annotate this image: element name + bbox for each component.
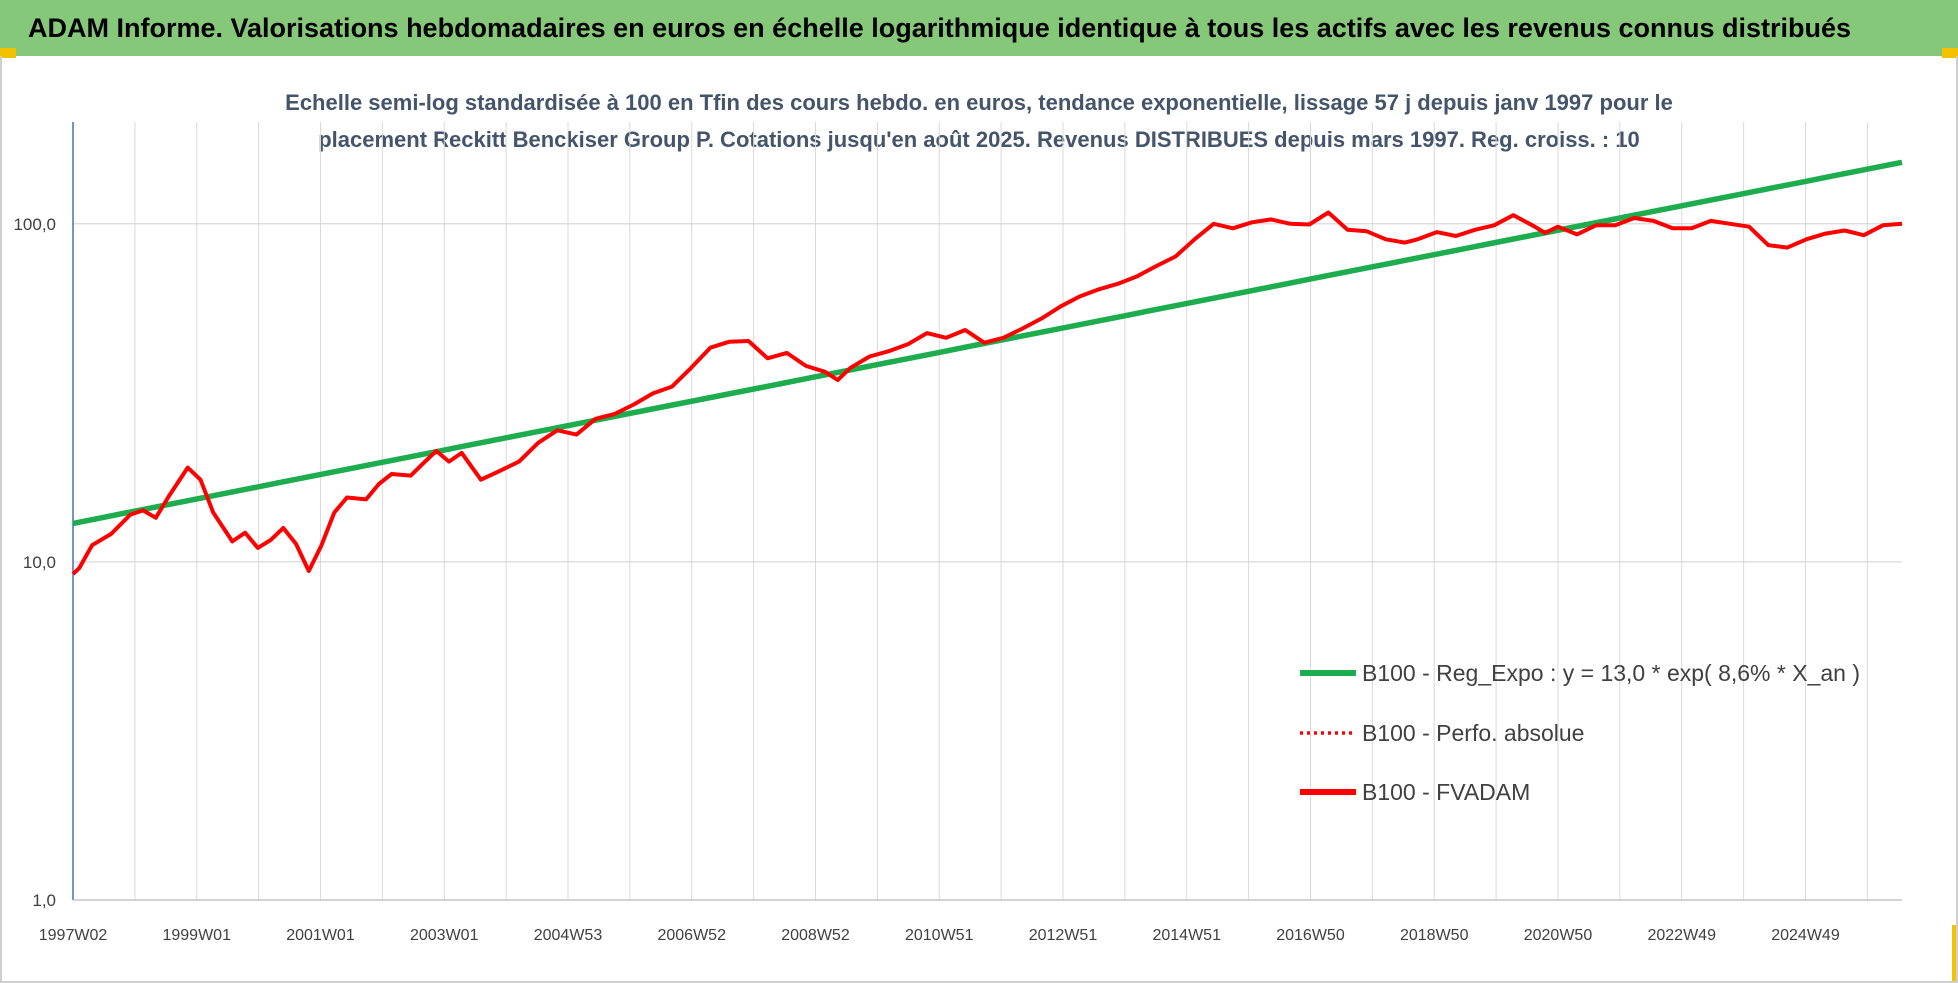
chart-frame [0, 56, 1958, 983]
legend-label: B100 - Perfo. absolue [1362, 720, 1584, 746]
legend-label: B100 - Reg_Expo : y = 13,0 * exp( 8,6% *… [1362, 660, 1860, 686]
legend-item-fvadam: B100 - FVADAM [1300, 779, 1530, 805]
x-tick-label: 1997W02 [39, 927, 108, 944]
x-tick-label: 2010W51 [905, 927, 974, 944]
x-tick-label: 2006W52 [657, 927, 726, 944]
x-tick-label: 2014W51 [1152, 927, 1221, 944]
chart-title-line-2: placement Reckitt Benckiser Group P. Cot… [318, 127, 1640, 152]
x-tick-label: 2016W50 [1276, 927, 1345, 944]
y-tick-label: 100,0 [13, 215, 56, 234]
chart-title-line-1: Echelle semi-log standardisée à 100 en T… [285, 90, 1673, 115]
x-tick-label: 2020W50 [1524, 927, 1593, 944]
x-tick-label: 2012W51 [1029, 927, 1098, 944]
series-layer [71, 159, 1903, 576]
legend: B100 - Reg_Expo : y = 13,0 * exp( 8,6% *… [1300, 660, 1860, 805]
x-tick-label: 2004W53 [534, 927, 603, 944]
x-tick-label: 2022W49 [1647, 927, 1716, 944]
x-tick-label: 2003W01 [410, 927, 479, 944]
x-tick-label: 1999W01 [162, 927, 231, 944]
legend-label: B100 - FVADAM [1362, 779, 1530, 805]
banner-title: ADAM Informe. Valorisations hebdomadaire… [28, 12, 1852, 43]
legend-item-reg-expo: B100 - Reg_Expo : y = 13,0 * exp( 8,6% *… [1300, 660, 1860, 686]
corner-mark-top-left [0, 48, 16, 58]
grid [72, 122, 1902, 901]
corner-mark-bottom-right [1952, 925, 1958, 983]
corner-mark-top-right [1942, 48, 1958, 58]
page-banner: ADAM Informe. Valorisations hebdomadaire… [0, 0, 1958, 56]
x-tick-label: 2018W50 [1400, 927, 1469, 944]
axes: 1,0 10,0 100,0 1997W02 1999W01 2001W01 2003W01… [13, 122, 1902, 944]
y-tick-label: 10,0 [23, 553, 56, 572]
x-tick-label: 2008W52 [781, 927, 850, 944]
x-tick-label: 2001W01 [286, 927, 355, 944]
legend-item-perfo-absolue: B100 - Perfo. absolue [1300, 720, 1584, 746]
y-tick-label: 1,0 [32, 891, 56, 910]
x-tick-label: 2024W49 [1771, 927, 1840, 944]
series-line-fvadam [71, 210, 1903, 576]
